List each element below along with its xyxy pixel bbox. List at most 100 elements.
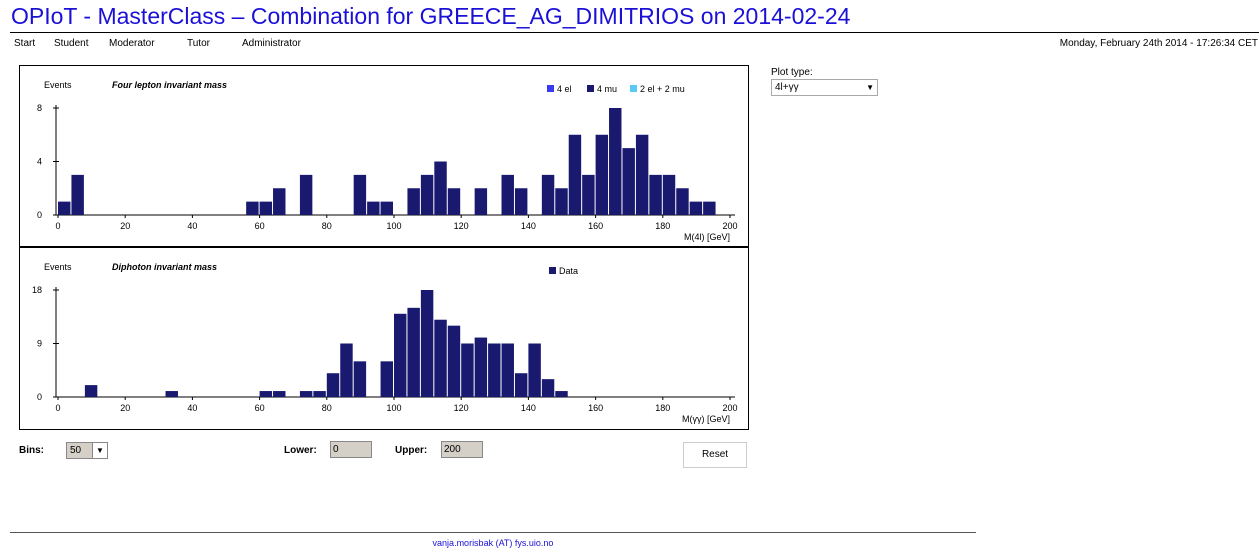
x-axis-label: M(γγ) [GeV] — [682, 414, 730, 424]
histogram-bar — [541, 174, 555, 215]
x-tick-label: 80 — [322, 221, 332, 231]
histogram-bar — [555, 188, 568, 215]
histogram-bar — [299, 391, 313, 397]
page-title: OPIoT - MasterClass – Combination for GR… — [11, 3, 851, 29]
histogram-bar — [246, 201, 259, 215]
nav-administrator-link[interactable]: Administrator — [242, 38, 301, 49]
histogram-bar — [501, 343, 514, 397]
histogram-bar — [326, 373, 340, 397]
x-tick-label: 140 — [521, 221, 536, 231]
lower-input[interactable]: 0 — [330, 441, 372, 458]
y-axis-label: Events — [44, 262, 72, 272]
histogram-bar — [555, 391, 568, 397]
chart-title: Four lepton invariant mass — [112, 80, 227, 90]
legend-label: 2 el + 2 mu — [640, 84, 685, 94]
x-tick-label: 120 — [454, 221, 469, 231]
nav-tutor-link[interactable]: Tutor — [187, 38, 210, 49]
histogram-bar — [474, 337, 488, 397]
histogram-bar — [501, 174, 514, 215]
histogram-bar — [353, 174, 367, 215]
x-tick-label: 200 — [722, 221, 737, 231]
histogram-bar — [273, 391, 286, 397]
nav-moderator-link[interactable]: Moderator — [109, 38, 155, 49]
histogram-bar — [380, 201, 393, 215]
upper-input[interactable]: 200 — [441, 441, 483, 458]
plot-divider — [20, 246, 748, 248]
legend-label: 4 el — [557, 84, 572, 94]
x-tick-label: 0 — [55, 403, 60, 413]
histogram-bar — [622, 148, 635, 215]
histogram-bar — [380, 361, 393, 397]
histogram-bar — [313, 391, 326, 397]
histogram-bar — [649, 174, 662, 215]
legend-swatch — [630, 85, 637, 92]
histogram-bar — [676, 188, 689, 215]
histogram-bar — [84, 385, 98, 397]
reset-button[interactable]: Reset — [683, 442, 747, 468]
histogram-bar — [259, 391, 273, 397]
datetime-display: Monday, February 24th 2014 - 17:26:34 CE… — [1059, 38, 1258, 49]
histogram-bar — [514, 373, 528, 397]
histogram-bar — [165, 391, 178, 397]
x-tick-label: 140 — [521, 403, 536, 413]
x-tick-label: 40 — [187, 403, 197, 413]
upper-label: Upper: — [395, 445, 428, 456]
title-divider — [10, 32, 1259, 33]
histogram-bar — [609, 108, 622, 215]
x-tick-label: 180 — [655, 221, 670, 231]
chevron-down-icon: ▼ — [866, 83, 874, 92]
histogram-bar — [488, 343, 501, 397]
histogram-bar — [514, 188, 528, 215]
y-tick-label: 4 — [37, 157, 42, 167]
plot-type-value: 4l+γγ — [775, 82, 799, 93]
x-tick-label: 120 — [454, 403, 469, 413]
x-tick-label: 160 — [588, 403, 603, 413]
nav-student-link[interactable]: Student — [54, 38, 89, 49]
x-tick-label: 20 — [120, 221, 130, 231]
footer-divider — [10, 532, 976, 533]
legend-swatch — [587, 85, 594, 92]
x-tick-label: 180 — [655, 403, 670, 413]
legend-label: Data — [559, 266, 578, 276]
legend-label: 4 mu — [597, 84, 617, 94]
x-tick-label: 20 — [120, 403, 130, 413]
bins-select[interactable]: 50 ▼ — [66, 442, 108, 459]
chevron-down-icon: ▼ — [92, 443, 107, 458]
x-tick-label: 80 — [322, 403, 332, 413]
bins-value: 50 — [70, 445, 82, 456]
x-axis-label: M(4l) [GeV] — [684, 232, 730, 242]
y-axis-label: Events — [44, 80, 72, 90]
histogram-bar — [528, 343, 541, 397]
histogram-bar — [541, 379, 555, 397]
histogram-bar — [273, 188, 286, 215]
y-tick-label: 18 — [32, 285, 42, 295]
footer-contact[interactable]: vanja.morisbak (AT) fys.uio.no — [432, 538, 554, 548]
plot-type-label: Plot type: — [771, 67, 813, 78]
histogram-bar — [420, 290, 434, 397]
plot-type-select[interactable]: 4l+γγ ▼ — [771, 79, 878, 96]
bins-label: Bins: — [19, 445, 44, 456]
histogram-bar — [407, 307, 420, 397]
histogram-bar — [434, 161, 447, 215]
histogram-bar — [474, 188, 488, 215]
x-tick-label: 60 — [255, 221, 265, 231]
histogram-bar — [340, 343, 353, 397]
histogram-bar — [71, 174, 84, 215]
x-tick-label: 60 — [255, 403, 265, 413]
x-tick-label: 200 — [722, 403, 737, 413]
histogram-bar — [447, 188, 461, 215]
histogram-bar — [420, 174, 434, 215]
histogram-bar — [353, 361, 367, 397]
histogram-bar — [407, 188, 420, 215]
legend-swatch — [549, 267, 556, 274]
histogram-bar — [434, 319, 447, 397]
histogram-bar — [58, 201, 71, 215]
x-tick-label: 40 — [187, 221, 197, 231]
histogram-bar — [461, 343, 474, 397]
histogram-bar — [689, 201, 703, 215]
y-tick-label: 0 — [37, 392, 42, 402]
nav-start-link[interactable]: Start — [14, 38, 36, 49]
chart-title: Diphoton invariant mass — [112, 262, 217, 272]
